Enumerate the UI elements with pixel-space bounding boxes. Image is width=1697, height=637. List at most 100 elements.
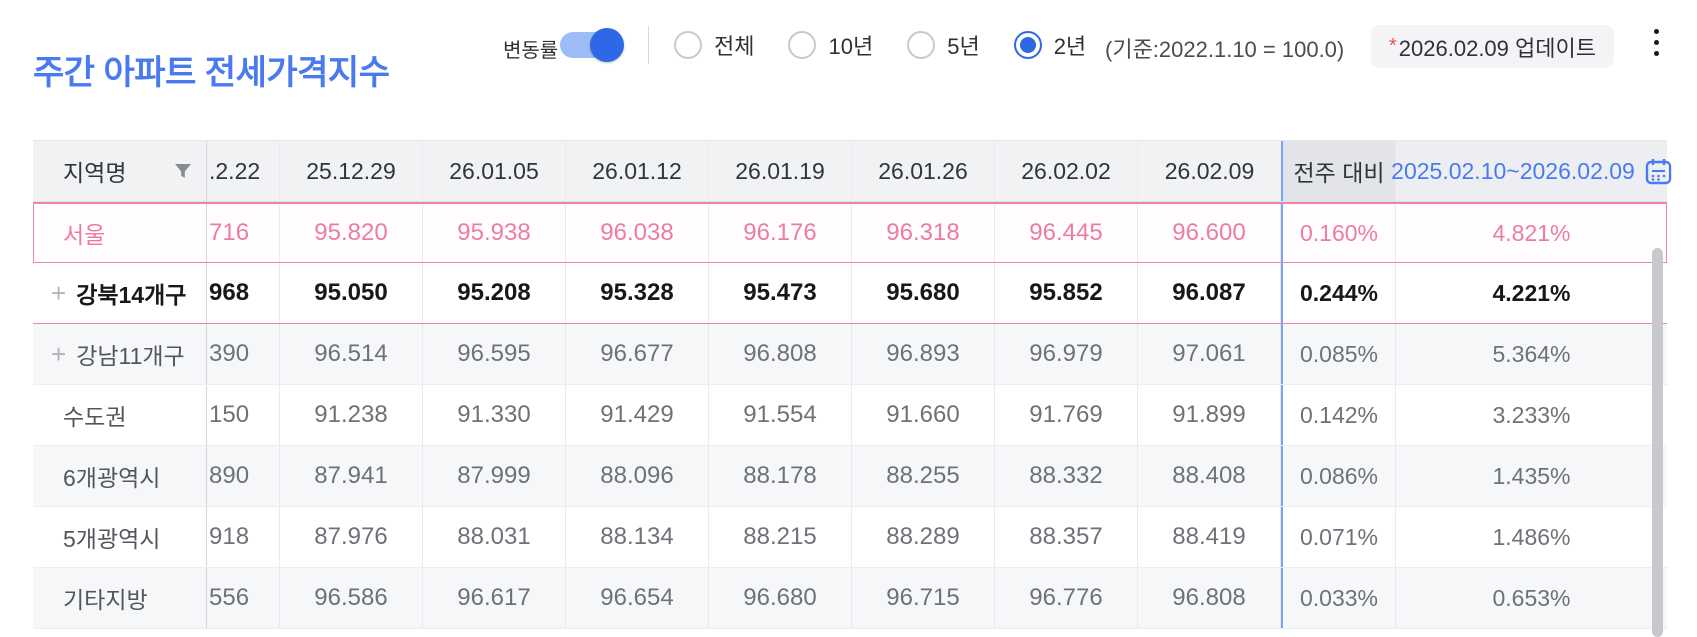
table-body: 서울 716 95.820 95.938 96.038 96.176 96.318 96.44… [33, 202, 1667, 629]
expand-icon[interactable]: + [51, 278, 67, 308]
index-value-cell: 91.330 [423, 385, 566, 445]
table-header-row: 지역명 .2.22 25.12.29 26.01.05 26.01.12 26.01.1… [33, 140, 1672, 202]
range-value-cell: 5.364% [1492, 340, 1571, 367]
vertical-scrollbar-thumb[interactable] [1652, 248, 1663, 637]
index-value-cell: 390 [207, 324, 280, 384]
change-rate-toggle[interactable] [560, 28, 624, 62]
table-row[interactable]: 서울 716 95.820 95.938 96.038 96.176 96.318 96.44… [33, 202, 1667, 263]
date-column-header: 26.02.09 [1164, 157, 1255, 184]
wow-value-cell: 0.086% [1281, 446, 1396, 506]
table-row[interactable]: + 강북14개구 968 95.050 95.208 95.328 95.473 95.680… [33, 263, 1667, 324]
next-row-sliver [33, 629, 1667, 637]
index-value-cell: 87.976 [280, 507, 423, 567]
index-value-cell: 88.134 [566, 507, 709, 567]
index-value-cell: 88.178 [709, 446, 852, 506]
period-radio-label: 2년 [1053, 34, 1087, 59]
page-title: 주간 아파트 전세가격지수 [33, 53, 390, 92]
index-value-cell: 88.255 [852, 446, 995, 506]
more-menu-button[interactable] [1648, 29, 1664, 62]
period-radio-10년[interactable]: 10년 [788, 29, 873, 61]
index-value-cell: 96.808 [709, 324, 852, 384]
change-rate-label: 변동률 [503, 40, 559, 62]
region-column-header[interactable]: 지역명 [33, 141, 207, 201]
calendar-icon[interactable] [1645, 158, 1672, 185]
index-value-cell: 95.050 [280, 263, 423, 323]
period-radio-label: 5년 [947, 34, 980, 59]
table-row[interactable]: 수도권 150 91.238 91.330 91.429 91.554 91.660 91.7… [33, 385, 1667, 446]
period-radio-label: 10년 [828, 34, 874, 59]
filter-icon[interactable] [174, 162, 192, 180]
index-value-cell: 88.215 [709, 507, 852, 567]
period-radio-label: 전체 [714, 34, 755, 59]
range-value-cell: 3.233% [1492, 401, 1571, 428]
wow-column-header: 전주 대비 [1281, 141, 1396, 201]
index-value-cell: 96.677 [566, 324, 709, 384]
index-value-cell: 88.332 [995, 446, 1138, 506]
index-value-cell: 96.680 [709, 568, 852, 628]
date-column-header: 26.01.19 [709, 141, 852, 201]
index-value-cell: 88.031 [423, 507, 566, 567]
region-cell[interactable]: + 강남11개구 [33, 324, 207, 384]
wow-value-cell: 0.071% [1281, 507, 1396, 567]
index-value-cell: 96.087 [1138, 263, 1281, 323]
date-column-header: .2.22 [207, 141, 280, 201]
region-cell[interactable]: 서울 [33, 204, 207, 262]
divider [648, 26, 649, 64]
update-badge-label: 2026.02.09 업데이트 [1398, 35, 1596, 61]
index-value-cell: 91.554 [709, 385, 852, 445]
base-index-note: (기준:2022.1.10 = 100.0) [1105, 37, 1345, 62]
date-range-header[interactable]: 2025.02.10~2026.02.09 [1391, 141, 1672, 201]
index-value-cell: 97.061 [1138, 324, 1281, 384]
index-value-cell: 96.595 [423, 324, 566, 384]
index-value-cell: 88.096 [566, 446, 709, 506]
expand-icon[interactable]: + [51, 339, 67, 369]
region-header-label: 지역명 [63, 160, 127, 186]
region-cell[interactable]: 기타지방 [33, 568, 207, 628]
index-value-cell: 918 [207, 507, 280, 567]
period-radio-전체[interactable]: 전체 [674, 29, 754, 61]
wow-value-cell: 0.033% [1281, 568, 1396, 628]
index-value-cell: 968 [207, 263, 280, 323]
region-cell[interactable]: 5개광역시 [33, 507, 207, 567]
region-cell[interactable]: 수도권 [33, 385, 207, 445]
region-cell[interactable]: 6개광역시 [33, 446, 207, 506]
radio-icon [788, 31, 817, 59]
index-value-cell: 96.893 [852, 324, 995, 384]
region-label: 6개광역시 [63, 465, 161, 491]
radio-selected-icon [1013, 31, 1042, 59]
region-label: 5개광역시 [63, 526, 161, 552]
index-value-cell: 96.654 [566, 568, 709, 628]
date-column-header: 26.01.05 [423, 141, 566, 201]
period-radio-5년[interactable]: 5년 [907, 29, 980, 61]
wow-value-cell: 0.085% [1281, 324, 1396, 384]
region-cell[interactable]: + 강북14개구 [33, 263, 207, 323]
index-value-cell: 95.820 [280, 204, 423, 262]
index-value-cell: 96.715 [852, 568, 995, 628]
region-label: 강북14개구 [76, 282, 187, 308]
index-value-cell: 96.514 [280, 324, 423, 384]
index-value-cell: 556 [207, 568, 280, 628]
table-row[interactable]: 6개광역시 890 87.941 87.999 88.096 88.178 88.255 88… [33, 446, 1667, 507]
index-value-cell: 96.176 [709, 204, 852, 262]
range-value-cell: 1.435% [1492, 462, 1571, 489]
region-label: 강남11개구 [76, 343, 185, 369]
table-row[interactable]: 5개광역시 918 87.976 88.031 88.134 88.215 88.289 88… [33, 507, 1667, 568]
date-column-header: 25.12.29 [280, 141, 423, 201]
index-value-cell: 96.038 [566, 204, 709, 262]
toggle-knob-icon [590, 28, 624, 62]
table-row[interactable]: + 강남11개구 390 96.514 96.595 96.677 96.808 96.893… [33, 324, 1667, 385]
radio-icon [674, 31, 702, 59]
region-label: 서울 [63, 222, 106, 248]
wow-value-cell: 0.244% [1281, 263, 1396, 323]
period-radio-2년[interactable]: 2년 [1013, 29, 1087, 61]
index-value-cell: 96.586 [280, 568, 423, 628]
table-row[interactable]: 기타지방 556 96.586 96.617 96.654 96.680 96.715 96.… [33, 568, 1667, 629]
index-value-cell: 91.769 [995, 385, 1138, 445]
index-value-cell: 88.357 [995, 507, 1138, 567]
index-value-cell: 95.208 [423, 263, 566, 323]
index-value-cell: 87.941 [280, 446, 423, 506]
index-value-cell: 716 [207, 204, 280, 262]
index-value-cell: 95.680 [852, 263, 995, 323]
index-value-cell: 91.660 [852, 385, 995, 445]
index-value-cell: 88.419 [1138, 507, 1281, 567]
